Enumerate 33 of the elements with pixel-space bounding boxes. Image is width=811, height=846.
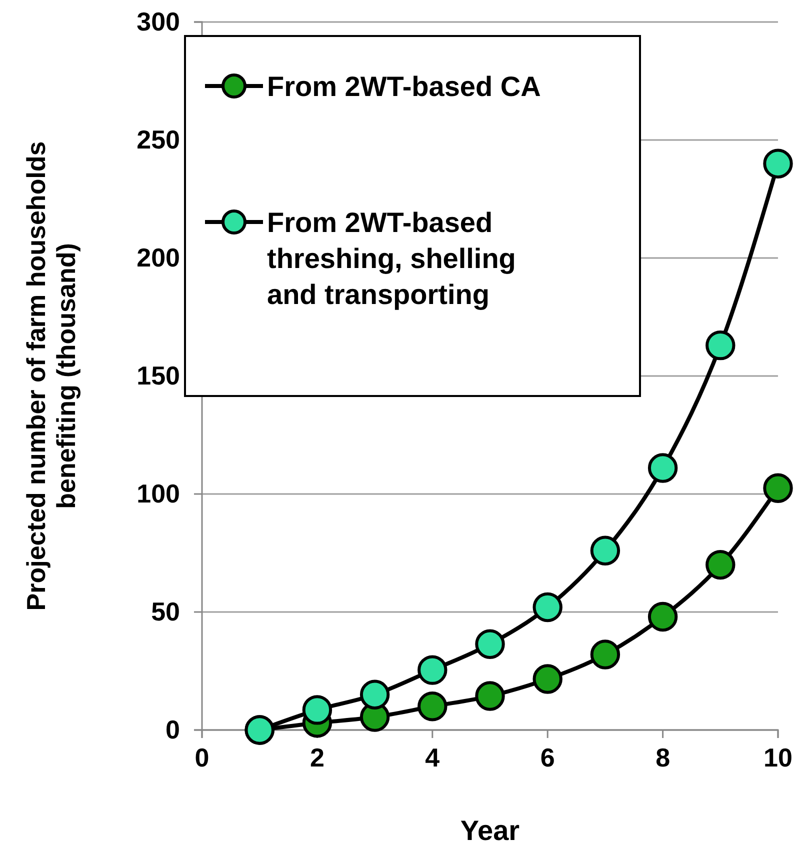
- legend-label: From 2WT-based threshing, shelling and transporting: [267, 207, 516, 310]
- x-axis-title: Year: [460, 815, 520, 846]
- y-tick-label: 0: [166, 714, 180, 744]
- y-tick-label: 150: [136, 360, 180, 390]
- point: [302, 695, 332, 725]
- point: [648, 453, 678, 483]
- y-tick-label: 50: [151, 596, 180, 626]
- point: [532, 664, 562, 694]
- point: [706, 330, 736, 360]
- y-tick-label: 100: [136, 478, 180, 508]
- point: [763, 148, 793, 178]
- x-tick-label: 10: [764, 742, 792, 772]
- x-tick-label: 8: [656, 742, 670, 772]
- point: [418, 655, 448, 685]
- y-tick-label: 300: [136, 6, 180, 36]
- x-tick-label: 4: [425, 742, 440, 772]
- point: [532, 592, 562, 622]
- point: [475, 681, 505, 711]
- y-axis-title: Projected number of farm households benefiting (thousand): [21, 141, 81, 611]
- y-tick-label: 200: [136, 242, 180, 272]
- y-tick-label: 250: [136, 124, 180, 154]
- point: [763, 473, 793, 503]
- point: [706, 550, 736, 580]
- x-tick-label: 0: [194, 742, 210, 772]
- point: [475, 629, 505, 659]
- point: [590, 640, 620, 670]
- legend-label: From 2WT-based CA: [267, 71, 541, 102]
- point: [590, 536, 620, 566]
- x-tick-label: 2: [310, 742, 324, 772]
- point: [648, 602, 678, 632]
- point: [418, 692, 448, 722]
- x-tick-label: 6: [540, 742, 555, 772]
- point: [360, 680, 390, 710]
